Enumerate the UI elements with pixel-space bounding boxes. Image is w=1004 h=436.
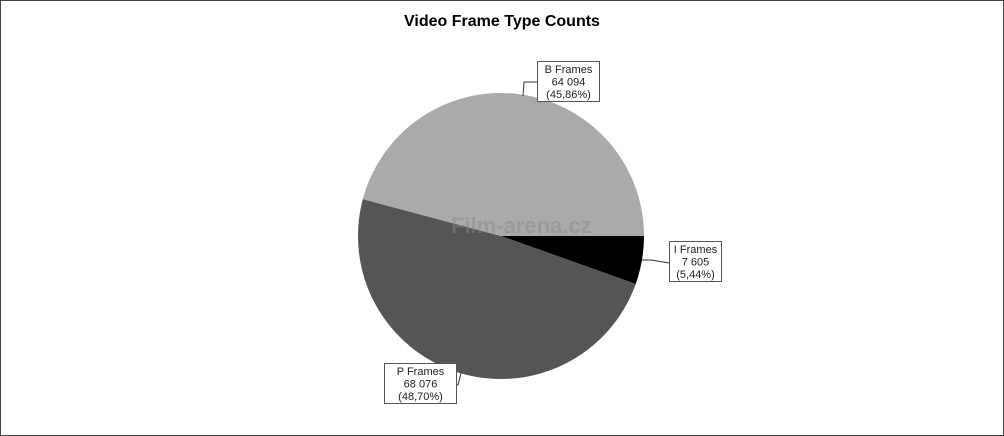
watermark: Film-arena.cz: [451, 213, 592, 238]
slice-label-p-frames: P Frames: [397, 366, 445, 378]
data-label-box-p-frames: [384, 363, 457, 404]
slice-value-i-frames: 7 605: [682, 257, 710, 269]
leader-line-b-frames: [522, 81, 537, 97]
slice-percent-i-frames: (5,44%): [676, 269, 715, 281]
pie-slice-b-frames: [362, 93, 644, 236]
pie-slice-p-frames: [357, 199, 636, 380]
slice-label-b-frames: B Frames: [545, 64, 593, 76]
pie-slice-i-frames: [501, 236, 644, 284]
data-label-box-b-frames: [537, 61, 600, 102]
data-label-box-i-frames: [669, 241, 722, 282]
slice-label-i-frames: I Frames: [674, 244, 718, 256]
slice-value-b-frames: 64 094: [552, 77, 586, 89]
slice-percent-p-frames: (48,70%): [398, 391, 443, 403]
leader-line-i-frames: [642, 259, 670, 264]
chart-title: Video Frame Type Counts: [404, 13, 600, 30]
slice-value-p-frames: 68 076: [404, 379, 438, 391]
slice-percent-b-frames: (45,86%): [546, 89, 591, 101]
